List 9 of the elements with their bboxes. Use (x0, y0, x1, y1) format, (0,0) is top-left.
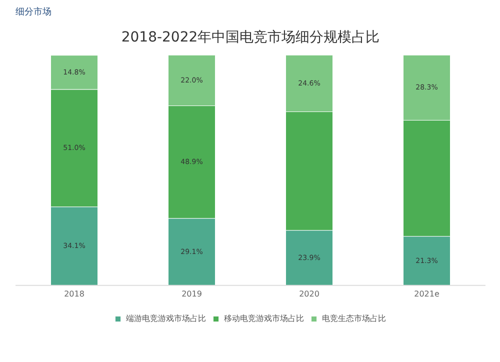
legend-label: 端游电竞游戏市场占比 (126, 313, 206, 324)
x-tick-label: 2018 (64, 289, 84, 298)
legend-label: 移动电竞游戏市场占比 (224, 313, 304, 324)
chart-title: 2018-2022年中国电竞市场细分规模占比 (121, 30, 380, 46)
x-tick-label: 2020 (299, 289, 320, 298)
legend-label: 电竞生态市场占比 (322, 313, 386, 324)
x-tick-label: 2019 (182, 289, 202, 298)
text: 细分市场 (16, 6, 52, 18)
x-tick-label: 2021e (414, 289, 440, 298)
